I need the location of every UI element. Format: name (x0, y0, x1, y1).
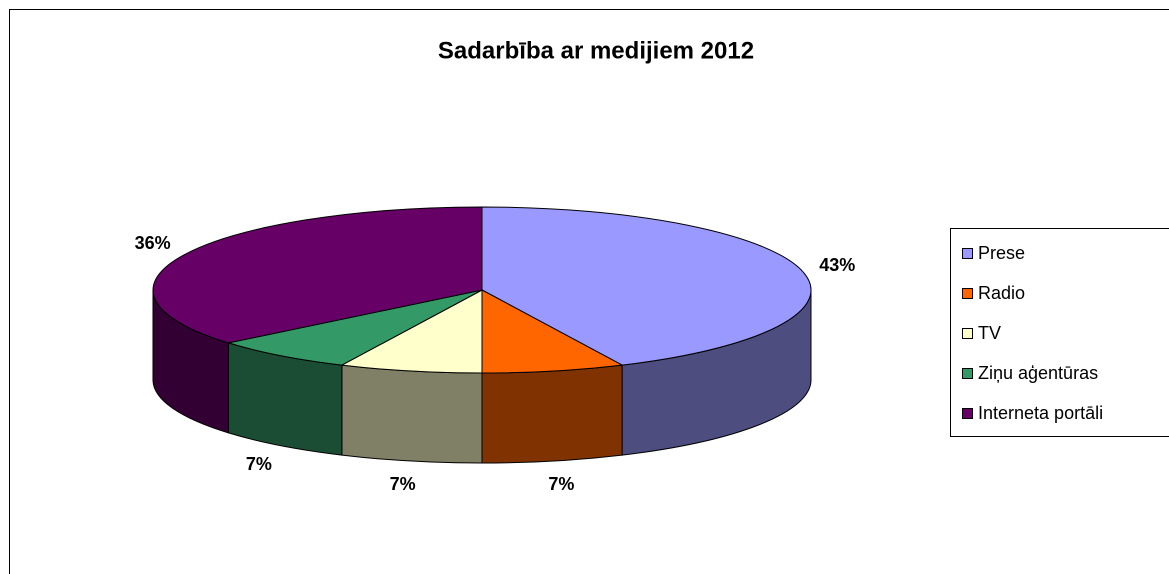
legend-swatch (962, 328, 973, 339)
data-label: 36% (135, 233, 171, 253)
legend-swatch (962, 368, 973, 379)
chart-title: Sadarbība ar medijiem 2012 (438, 37, 754, 64)
legend-swatch (962, 248, 973, 259)
pie-side (341, 364, 483, 464)
pie-slice (340, 289, 483, 374)
data-label: 7% (246, 454, 272, 474)
pie-slice (152, 206, 483, 344)
legend-label: TV (978, 323, 1001, 343)
legend-swatch (962, 288, 973, 299)
legend-swatch (962, 408, 973, 419)
legend-label: Ziņu aģentūras (978, 363, 1098, 383)
pie-side (481, 364, 623, 464)
legend-label: Radio (978, 283, 1025, 303)
pie-slice (481, 206, 812, 366)
legend-box (950, 228, 1169, 437)
data-label: 43% (819, 255, 855, 275)
chart-frame (9, 9, 1169, 574)
legend-label: Interneta portāli (978, 403, 1103, 423)
data-label: 7% (548, 474, 574, 494)
legend-label: Prese (978, 243, 1025, 263)
pie-slice (228, 289, 483, 366)
pie-slice (481, 289, 624, 374)
data-label: 7% (390, 474, 416, 494)
